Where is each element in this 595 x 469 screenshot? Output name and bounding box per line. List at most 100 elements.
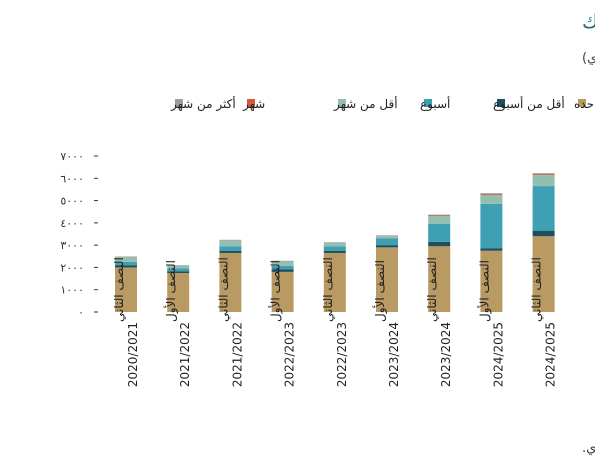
bar-segment xyxy=(323,242,346,247)
bar-segment xyxy=(115,257,137,262)
legend-label: ليله واحده xyxy=(574,97,595,112)
bar-stack xyxy=(376,235,398,312)
bar-segment xyxy=(532,230,555,237)
bar-segment xyxy=(376,236,398,239)
bar-stack xyxy=(271,260,294,312)
bar-segment xyxy=(376,245,398,248)
x-tick-year: 2022/2023 xyxy=(335,322,349,387)
bar-segment xyxy=(271,271,294,312)
legend-item: أقل من أسبوع xyxy=(493,96,565,112)
y-tick-label: ١٠٠٠ xyxy=(60,284,84,297)
legend: ليله واحده أقل من أسبوع أسبوع أقل من شهر شهر… xyxy=(170,96,595,112)
bar-segment xyxy=(219,240,242,247)
bar-segment xyxy=(219,252,242,312)
bar-segment xyxy=(271,265,294,270)
source-note: المصدر: البنك المركزي المصري. xyxy=(582,441,595,456)
bar-segment xyxy=(115,261,137,266)
x-tick-half: النصف الثاني xyxy=(216,257,230,322)
legend-label: أكثر من شهر xyxy=(170,96,236,112)
bar-segment xyxy=(532,174,555,187)
legend-label: أسبوع xyxy=(420,96,450,112)
x-tick-year: 2024/2025 xyxy=(544,322,558,387)
y-tick-label: ٠ xyxy=(78,306,84,319)
y-tick-label: ٧٠٠٠ xyxy=(60,150,84,163)
bar-stack xyxy=(428,214,451,312)
bar-stack xyxy=(323,242,346,312)
legend-swatch xyxy=(338,99,346,107)
bar-stack xyxy=(219,239,242,312)
bar-segment xyxy=(428,246,451,312)
legend-item: أقل من شهر xyxy=(333,96,398,112)
bars xyxy=(115,173,555,312)
bar-segment xyxy=(323,246,346,251)
bar-segment xyxy=(428,214,451,216)
legend-label: أقل من شهر xyxy=(333,96,398,112)
bar-segment xyxy=(480,250,503,312)
y-tick-label: ٢٠٠٠ xyxy=(60,261,84,274)
bar-segment xyxy=(115,267,137,312)
bar-segment xyxy=(532,174,555,175)
bar-segment xyxy=(271,261,294,266)
y-tick-label: ٤٠٠٠ xyxy=(60,217,84,230)
legend-label: شهر xyxy=(242,97,265,112)
bar-segment xyxy=(167,271,190,273)
x-tick-half: النصف الثاني xyxy=(112,257,126,322)
bar-segment xyxy=(115,256,137,258)
legend-swatch xyxy=(578,99,586,107)
legend-swatch xyxy=(247,99,255,107)
bar-segment xyxy=(271,260,294,262)
bar-segment xyxy=(167,265,190,266)
bar-segment xyxy=(219,250,242,253)
x-tick-half: النصف الأول xyxy=(268,260,284,322)
legend-label: أقل من أسبوع xyxy=(493,96,565,112)
legend-swatch xyxy=(424,99,432,107)
bar-segment xyxy=(376,247,398,312)
bar-segment xyxy=(532,236,555,312)
bar-segment xyxy=(167,265,190,269)
bar-segment xyxy=(532,186,555,231)
bar-segment xyxy=(376,238,398,246)
x-tick-year: 2021/2022 xyxy=(230,322,244,387)
x-tick-year: 2023/2024 xyxy=(439,322,453,387)
y-tick-label: ٦٠٠٠ xyxy=(60,172,84,185)
bar-segment xyxy=(480,194,503,195)
legend-item: ليله واحده xyxy=(574,97,595,112)
x-tick-year: 2024/2025 xyxy=(491,322,505,387)
y-tick-label: ٣٠٠٠ xyxy=(60,239,84,252)
bar-segment xyxy=(323,250,346,253)
y-axis: ٠ ١٠٠٠ ٢٠٠٠ ٣٠٠٠ ٤٠٠٠ ٥٠٠٠ ٦٠٠٠ ٧٠٠٠ xyxy=(60,150,98,319)
x-tick-half: النصف الثاني xyxy=(425,257,439,322)
x-tick-year: 2020/2021 xyxy=(126,322,140,387)
legend-item: أسبوع xyxy=(420,96,450,112)
bar-segment xyxy=(428,216,451,224)
x-tick-year: 2022/2023 xyxy=(283,322,297,387)
bar-segment xyxy=(480,193,503,195)
legend-swatch xyxy=(175,99,183,107)
legend-swatch xyxy=(497,99,505,107)
bar-segment xyxy=(532,173,555,175)
x-tick-half: النصف الثاني xyxy=(321,257,335,322)
legend-item: شهر xyxy=(242,97,265,112)
bar-segment xyxy=(480,195,503,204)
bar-stack xyxy=(167,265,190,312)
x-tick-half: النصف الأول xyxy=(163,260,179,322)
y-tick-label: ٥٠٠٠ xyxy=(60,195,84,208)
bar-stack xyxy=(115,256,137,312)
x-tick-half: النصف الأول xyxy=(372,260,388,322)
bar-segment xyxy=(323,242,346,243)
bar-segment xyxy=(480,203,503,249)
x-tick-half: النصف الثاني xyxy=(530,257,544,322)
x-tick-year: 2023/2024 xyxy=(387,322,401,387)
bar-segment xyxy=(115,265,137,268)
chart-subtitle: (بالمليار جنيه مصري) xyxy=(582,51,595,66)
